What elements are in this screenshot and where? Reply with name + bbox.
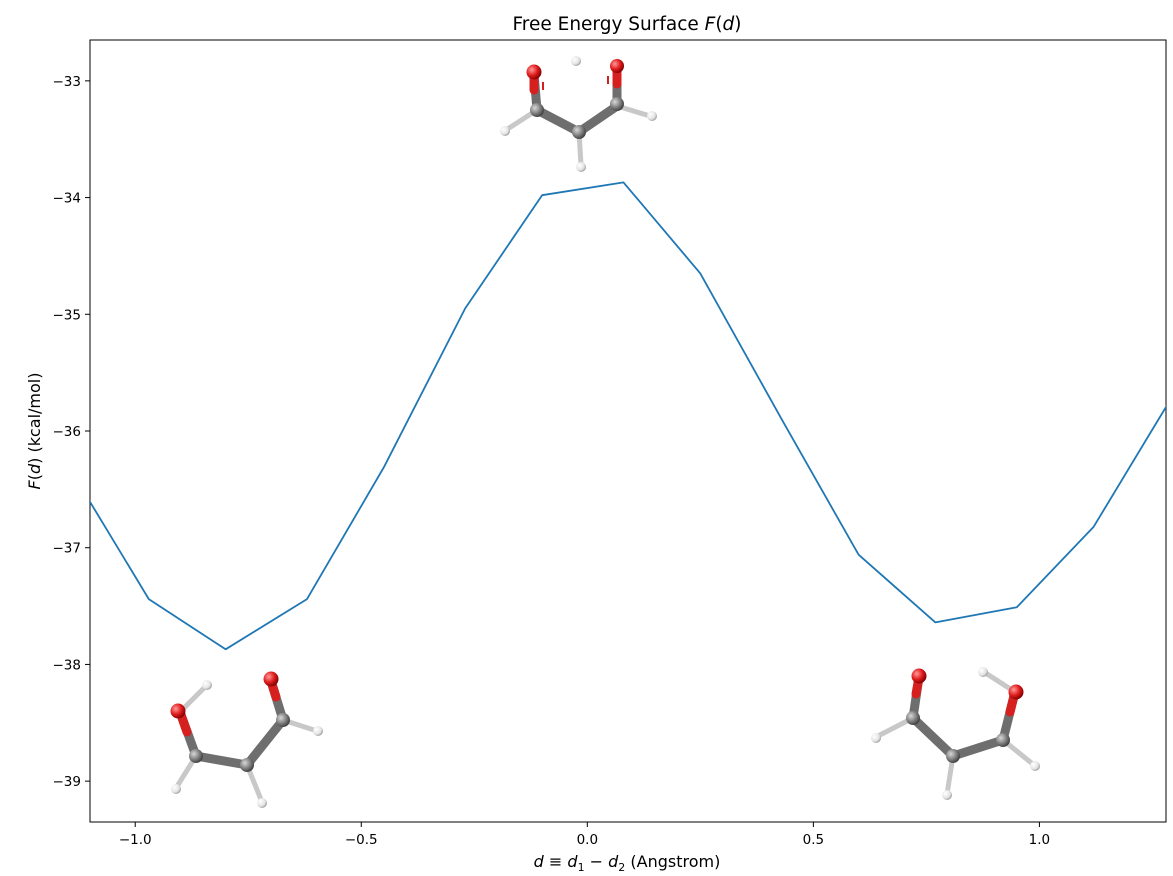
x-tick-label: 0.5: [803, 832, 824, 848]
right-minimum-molecule: [871, 667, 1040, 800]
x-tick-label: −0.5: [345, 832, 378, 848]
x-tick-label: 1.0: [1029, 832, 1050, 848]
y-tick-label: −33: [53, 74, 82, 90]
plot-frame: [89, 39, 1167, 823]
y-tick-label: −38: [53, 657, 82, 673]
x-tick-label: −1.0: [119, 832, 152, 848]
x-axis-label: d ≡ d1 − d2 (Angstrom): [534, 852, 721, 874]
y-tick-label: −37: [53, 541, 82, 557]
chart-title: Free Energy Surface F(d): [513, 14, 742, 35]
x-tick-label: 0.0: [577, 832, 598, 848]
y-tick-label: −34: [53, 191, 82, 207]
y-axis-label: F(d) (kcal/mol): [25, 373, 44, 490]
left-minimum-molecule: [170, 671, 323, 808]
transition-state-molecule: [500, 56, 657, 172]
y-tick-label: −35: [53, 307, 82, 323]
x-axis-ticks: −1.0 −0.5 0.0 0.5 1.0: [119, 822, 1050, 848]
y-axis-ticks: −39 −38 −37 −36 −35 −34 −33: [53, 74, 90, 790]
y-tick-label: −36: [53, 424, 82, 440]
y-tick-label: −39: [53, 774, 82, 790]
series-line: [90, 181, 1166, 651]
